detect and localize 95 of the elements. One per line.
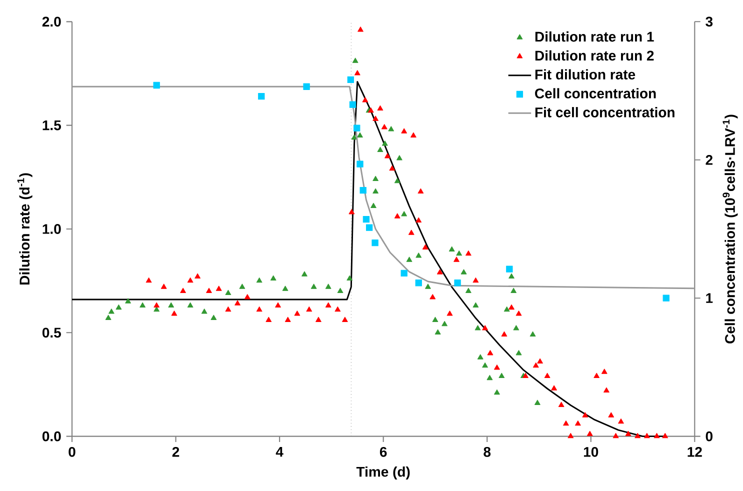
point <box>401 211 408 216</box>
point <box>415 280 422 286</box>
point <box>302 271 308 276</box>
point <box>108 308 114 314</box>
x-tick-label: 2 <box>172 446 180 457</box>
point <box>425 284 431 289</box>
point <box>510 288 516 293</box>
point <box>504 306 510 312</box>
point <box>282 286 288 291</box>
point <box>337 288 344 293</box>
point <box>372 176 378 182</box>
point <box>466 288 472 293</box>
x-tick-label: 4 <box>276 446 284 457</box>
point <box>140 302 146 308</box>
point <box>357 132 363 138</box>
point <box>513 325 520 330</box>
point <box>432 316 438 322</box>
point <box>434 329 441 334</box>
point <box>388 126 394 132</box>
legend-label: Fit dilution rate <box>535 69 636 80</box>
point <box>382 140 388 146</box>
point <box>472 302 479 308</box>
point <box>201 308 208 314</box>
point <box>256 277 262 283</box>
y2-tick-label: 2 <box>706 155 713 165</box>
point <box>356 160 364 168</box>
point <box>372 188 378 194</box>
point <box>360 186 366 194</box>
point <box>303 83 310 90</box>
point <box>477 354 484 360</box>
x-tick-label: 0 <box>68 446 76 457</box>
y-tick-label: 2.0 <box>42 16 61 27</box>
point <box>346 275 353 281</box>
point <box>482 362 488 368</box>
point <box>239 284 246 289</box>
point <box>310 284 317 289</box>
point <box>105 314 112 320</box>
point <box>508 273 514 278</box>
point <box>516 350 522 356</box>
point <box>116 304 122 310</box>
point <box>506 266 513 272</box>
point <box>534 400 540 405</box>
x-tick-label: 10 <box>584 446 598 457</box>
point <box>474 325 481 330</box>
point <box>396 155 402 160</box>
point <box>352 58 358 63</box>
point <box>168 302 174 308</box>
line-series <box>71 86 696 290</box>
point <box>377 146 384 152</box>
point <box>362 216 370 223</box>
y2-tick-label: 1 <box>706 293 713 303</box>
x-tick-label: 8 <box>484 446 491 457</box>
point <box>498 372 505 378</box>
point <box>456 250 462 256</box>
point <box>486 374 493 380</box>
point <box>349 101 356 108</box>
point <box>347 76 354 84</box>
y-tick-label: 1.0 <box>42 224 61 234</box>
point <box>416 252 422 258</box>
y-tick-label: 0.5 <box>42 328 61 338</box>
y-tick-label: 0.0 <box>42 431 61 442</box>
point <box>406 256 412 262</box>
point <box>394 178 400 184</box>
point <box>125 298 131 304</box>
point <box>662 294 670 302</box>
point <box>372 239 378 246</box>
x-tick-label: 6 <box>380 446 387 457</box>
point <box>325 284 332 289</box>
point <box>187 302 194 308</box>
legend-label: Cell concentration <box>535 88 656 98</box>
point <box>460 269 467 274</box>
legend-label: Fit cell concentration <box>535 107 674 118</box>
point <box>225 290 232 296</box>
point <box>270 275 276 281</box>
point <box>442 321 448 326</box>
y2-tick-label: 3 <box>706 16 713 27</box>
point <box>354 124 360 132</box>
point <box>530 331 536 337</box>
point <box>400 270 408 277</box>
point <box>153 82 160 89</box>
y-axis-title: Dilution rate (d$^{-1}$) <box>17 173 32 284</box>
point <box>370 202 376 208</box>
legend-label: Dilution rate run 2 <box>535 50 654 61</box>
point <box>494 389 500 395</box>
point <box>258 92 265 100</box>
point <box>454 280 461 286</box>
point <box>366 224 373 231</box>
x-tick-label: 12 <box>688 446 702 457</box>
y2-axis-title: Cell concentration (10$^{9}$cells·LRV$^{-1}$) <box>722 114 738 344</box>
legend-label: Dilution rate run 1 <box>535 31 654 42</box>
point <box>448 246 455 252</box>
y2-tick-label: 0 <box>706 431 713 442</box>
x-axis-title: Time (d) <box>356 466 410 480</box>
y-tick-label: 1.5 <box>42 120 61 130</box>
point <box>210 314 217 320</box>
